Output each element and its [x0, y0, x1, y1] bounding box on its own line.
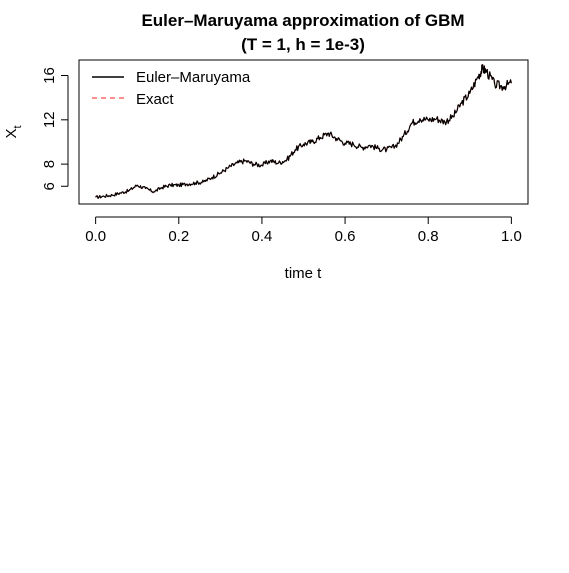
x-tick-label: 0.0	[85, 228, 106, 245]
x-tick-label: 1.0	[501, 228, 522, 245]
x-tick-label: 0.2	[168, 228, 189, 245]
y-axis-label-main: X	[3, 129, 20, 139]
x-axis-label: time t	[285, 265, 323, 282]
y-tick-label: 16	[41, 67, 58, 84]
plot-frame	[78, 59, 529, 205]
series-line-euler-maruyama	[95, 64, 512, 199]
legend: Euler–Maruyama Exact	[92, 69, 251, 108]
legend-label-euler-maruyama: Euler–Maruyama	[136, 69, 251, 86]
x-tick-label: 0.6	[335, 228, 356, 245]
x-tick-label: 0.4	[251, 228, 272, 245]
svg-text:Xt: Xt	[3, 125, 24, 138]
y-tick-label: 12	[41, 111, 58, 128]
y-axis-label-subscript: t	[12, 125, 24, 128]
y-axis: 6 8 12 16	[41, 67, 69, 190]
series-layer	[95, 64, 513, 199]
x-tick-label: 0.8	[418, 228, 439, 245]
chart-title-line2: (T = 1, h = 1e-3)	[241, 35, 365, 54]
chart-title-line1: Euler–Maruyama approximation of GBM	[141, 11, 464, 30]
x-axis: 0.0 0.2 0.4 0.6 0.8 1.0	[85, 216, 522, 245]
y-tick-label: 6	[41, 182, 58, 190]
y-tick-label: 8	[41, 160, 58, 168]
y-axis-label: Xt	[3, 125, 24, 138]
legend-label-exact: Exact	[136, 91, 174, 108]
